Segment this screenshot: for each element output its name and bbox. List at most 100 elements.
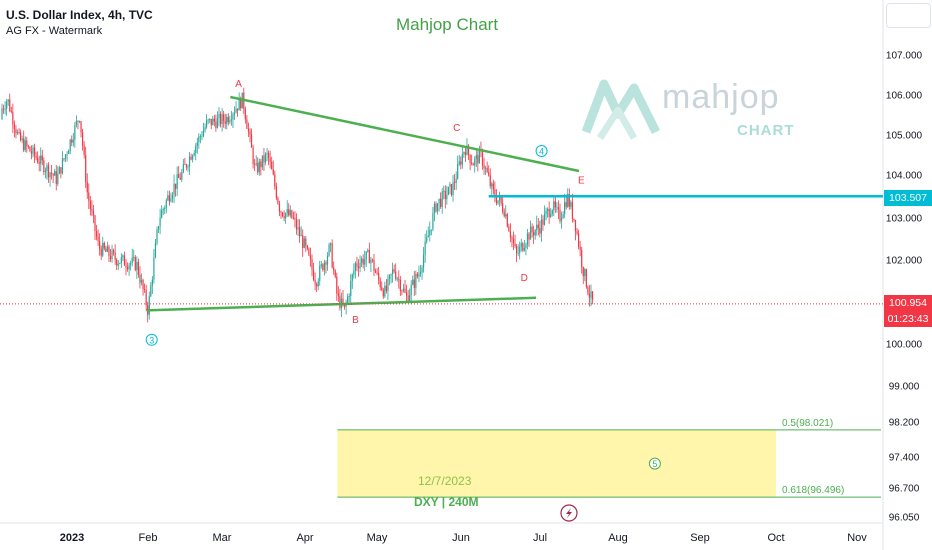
candle — [508, 226, 510, 232]
candle — [51, 172, 53, 175]
candle — [449, 184, 451, 187]
candle — [295, 219, 298, 230]
candle — [133, 257, 135, 258]
logo-word: mahjop — [662, 78, 780, 116]
candle — [444, 190, 446, 200]
candle — [443, 190, 445, 192]
candle — [176, 174, 178, 189]
y-tick-label: 104.000 — [886, 171, 923, 182]
top-right-box[interactable] — [886, 3, 931, 28]
candle — [533, 232, 535, 236]
candle — [489, 175, 491, 187]
candle — [514, 243, 516, 247]
candle — [486, 167, 488, 173]
x-tick-label: May — [367, 532, 388, 544]
candle — [395, 271, 397, 279]
candle — [300, 235, 302, 237]
candle — [579, 246, 581, 251]
candle — [582, 266, 584, 276]
candle — [292, 217, 294, 219]
candle — [537, 224, 539, 228]
candle — [505, 214, 507, 217]
candle — [126, 267, 129, 270]
candle — [317, 280, 319, 287]
candle — [396, 278, 398, 280]
candle — [506, 214, 508, 227]
candle — [387, 278, 389, 291]
candle — [478, 149, 480, 164]
candle — [229, 120, 231, 123]
candle — [469, 154, 471, 163]
candle — [308, 248, 310, 256]
candle — [24, 140, 26, 151]
logo-sub: CHART — [737, 122, 795, 139]
candle — [254, 164, 256, 165]
candle — [167, 195, 169, 201]
candle — [244, 108, 246, 120]
candle — [382, 289, 384, 297]
fib-level-label: 0.5(98.021) — [782, 418, 833, 429]
candle — [1, 108, 3, 119]
candle — [413, 279, 415, 288]
candle — [472, 164, 474, 166]
candle — [134, 257, 136, 270]
wave-circle — [648, 457, 661, 470]
candle — [193, 153, 195, 156]
candle — [49, 172, 51, 178]
candle — [119, 262, 121, 264]
candle — [466, 145, 468, 155]
candle — [477, 155, 479, 164]
candle — [184, 164, 186, 166]
candle — [361, 258, 363, 263]
candle — [388, 275, 391, 279]
candle — [92, 210, 95, 216]
y-tick-label: 96.700 — [889, 484, 920, 495]
candle — [464, 152, 467, 155]
candle — [471, 162, 473, 165]
candle — [120, 257, 122, 263]
candle — [362, 258, 364, 265]
candle — [131, 257, 133, 264]
candle — [379, 279, 381, 288]
candle — [554, 201, 556, 208]
candle — [426, 237, 428, 242]
y-tick-label: 98.200 — [889, 418, 920, 429]
candle — [398, 278, 400, 280]
candle — [500, 197, 502, 204]
candle — [105, 248, 107, 252]
wave-label-e: E — [578, 176, 585, 187]
candle — [529, 226, 532, 240]
candle — [481, 150, 484, 166]
candle — [570, 201, 572, 207]
candle — [269, 158, 271, 162]
candle — [159, 217, 161, 227]
candle — [285, 213, 287, 219]
candle — [113, 250, 115, 253]
candle — [312, 269, 315, 280]
candle — [41, 155, 43, 161]
x-tick-label: Oct — [767, 532, 784, 544]
candle — [326, 255, 329, 265]
candle — [226, 117, 228, 124]
candle — [410, 284, 412, 295]
candle — [368, 249, 370, 264]
candle — [447, 186, 449, 195]
candle — [353, 270, 355, 275]
wave-label-d: D — [521, 273, 528, 284]
candle — [35, 155, 37, 158]
x-tick-label: Feb — [139, 532, 158, 544]
candle — [271, 161, 273, 170]
candle — [272, 169, 274, 175]
x-tick-label: Aug — [608, 532, 628, 544]
candle — [364, 259, 366, 265]
candle — [170, 198, 172, 202]
candle — [33, 147, 36, 156]
candle — [20, 132, 22, 141]
candle — [430, 229, 432, 231]
candle — [446, 194, 448, 200]
candle — [553, 201, 555, 211]
candle — [289, 210, 291, 216]
candle — [573, 218, 575, 221]
candle — [54, 171, 56, 176]
